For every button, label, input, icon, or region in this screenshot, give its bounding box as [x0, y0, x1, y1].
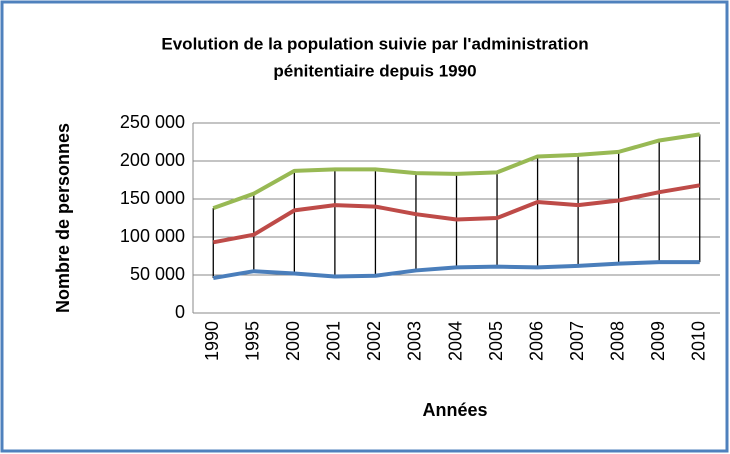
x-tick-label: 1990: [202, 321, 222, 361]
x-tick-label: 2004: [445, 321, 465, 361]
y-tick-label: 250 000: [120, 112, 185, 132]
x-tick-label: 2001: [324, 321, 344, 361]
y-tick-label: 100 000: [120, 226, 185, 246]
x-tick-label: 2008: [607, 321, 627, 361]
y-tick-label: 150 000: [120, 188, 185, 208]
x-tick-label: 2000: [283, 321, 303, 361]
x-tick-label: 2005: [486, 321, 506, 361]
x-tick-label: 2003: [405, 321, 425, 361]
series-line: [212, 260, 700, 281]
chart-subtitle: pénitentiaire depuis 1990: [273, 61, 476, 80]
x-tick-label: 2009: [648, 321, 668, 361]
x-tick-label: 2010: [688, 321, 708, 361]
series-line: [212, 132, 701, 211]
x-tick-label: 2002: [364, 321, 384, 361]
y-tick-label: 200 000: [120, 150, 185, 170]
x-axis-label: Années: [422, 400, 487, 420]
y-tick-label: 50 000: [130, 264, 185, 284]
x-tick-label: 2006: [526, 321, 546, 361]
y-axis-label: Nombre de personnes: [53, 123, 73, 313]
x-tick-label: 2007: [567, 321, 587, 361]
y-tick-label: 0: [175, 302, 185, 322]
x-tick-label: 1995: [243, 321, 263, 361]
series-line: [212, 183, 701, 245]
chart-title: Evolution de la population suivie par l'…: [161, 34, 588, 53]
